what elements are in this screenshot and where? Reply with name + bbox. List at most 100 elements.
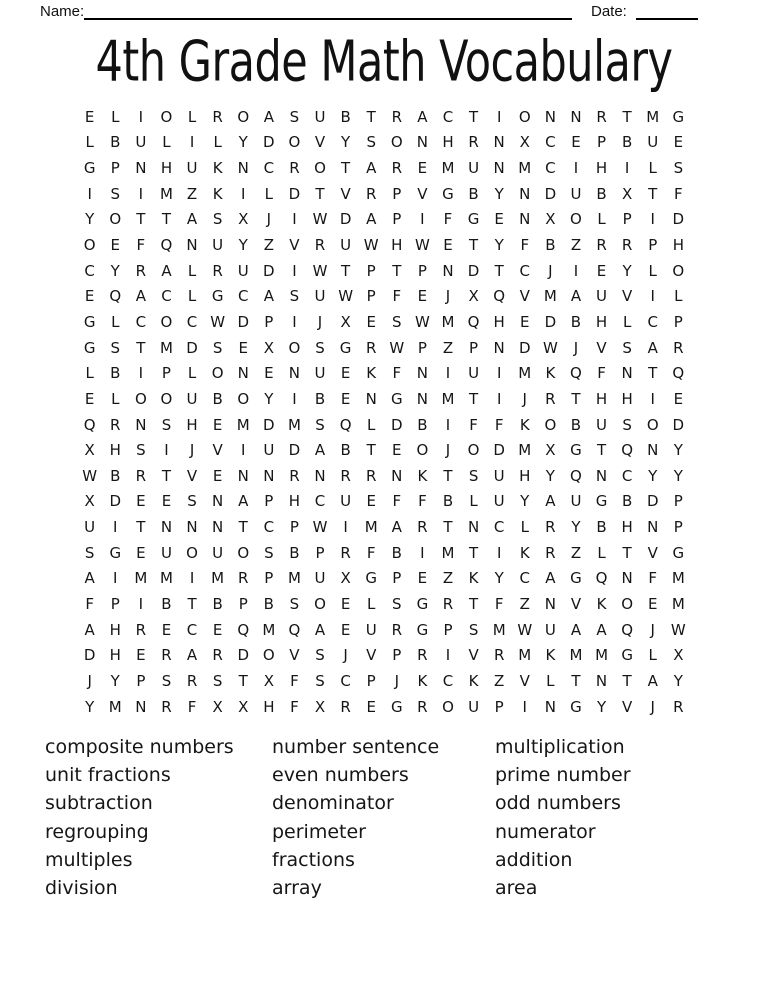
grid-letter: T: [341, 159, 351, 178]
grid-letter: I: [496, 364, 502, 383]
grid-letter: N: [647, 441, 659, 460]
grid-letter: Y: [238, 133, 248, 152]
grid-letter: B: [289, 543, 300, 562]
grid-letter: B: [212, 594, 223, 613]
grid-letter: K: [545, 646, 556, 665]
grid-letter: D: [544, 312, 557, 331]
grid-letter: C: [263, 159, 275, 178]
grid-letter: Q: [493, 287, 506, 306]
grid-letter: U: [493, 466, 505, 485]
date-input-line[interactable]: [636, 2, 698, 20]
grid-letter: C: [263, 518, 275, 537]
grid-letter: V: [366, 646, 377, 665]
grid-letter: I: [650, 287, 655, 306]
grid-letter: R: [340, 466, 351, 485]
grid-letter: R: [135, 466, 147, 485]
grid-letter: H: [519, 466, 531, 485]
grid-letter: G: [416, 620, 429, 639]
word-list-column: multiplication prime number odd numbers num…: [495, 733, 718, 902]
grid-letter: R: [493, 646, 505, 665]
grid-letter: T: [136, 210, 146, 229]
grid-letter: F: [392, 364, 402, 383]
grid-letter: I: [113, 518, 118, 537]
grid-letter: Q: [570, 466, 582, 485]
grid-letter: R: [468, 133, 479, 152]
grid-letter: I: [343, 518, 348, 537]
grid-letter: E: [520, 312, 530, 331]
grid-letter: F: [674, 184, 683, 203]
grid-letter: C: [647, 312, 658, 331]
grid-letter: B: [340, 441, 351, 460]
grid-letter: J: [317, 312, 323, 331]
grid-letter: M: [441, 159, 455, 178]
grid-letter: N: [416, 389, 428, 408]
grid-letter: N: [416, 364, 428, 383]
grid-letter: Y: [85, 697, 95, 716]
grid-letter: G: [365, 569, 378, 588]
grid-letter: I: [445, 646, 451, 665]
grid-letter: C: [161, 287, 172, 306]
grid-letter: L: [469, 492, 478, 511]
word-list-item: even numbers: [272, 764, 409, 787]
grid-letter: B: [621, 492, 633, 511]
grid-letter: I: [292, 389, 297, 408]
grid-letter: B: [570, 312, 582, 331]
grid-letter: S: [622, 415, 632, 434]
grid-letter: O: [160, 312, 173, 331]
grid-letter: G: [570, 441, 582, 460]
grid-letter: W: [670, 620, 686, 639]
grid-letter: E: [161, 620, 172, 639]
grid-letter: V: [289, 236, 300, 255]
grid-letter: R: [442, 594, 454, 613]
grid-letter: Y: [673, 441, 683, 460]
grid-letter: Q: [83, 415, 96, 434]
grid-letter: P: [264, 569, 274, 588]
grid-letter: C: [519, 261, 530, 280]
grid-letter: N: [365, 389, 377, 408]
grid-letter: N: [544, 697, 556, 716]
grid-letter: M: [108, 697, 122, 716]
grid-letter: S: [110, 338, 121, 357]
grid-letter: R: [110, 415, 121, 434]
name-input-line[interactable]: [84, 2, 572, 20]
grid-letter: M: [159, 569, 173, 588]
grid-letter: A: [161, 261, 172, 280]
grid-letter: L: [648, 159, 657, 178]
grid-letter: B: [442, 492, 454, 511]
grid-letter: G: [595, 492, 608, 511]
grid-letter: T: [161, 210, 172, 229]
grid-letter: T: [468, 543, 479, 562]
grid-letter: K: [519, 543, 530, 562]
grid-letter: M: [262, 620, 276, 639]
name-label: Name:: [40, 3, 85, 20]
grid-letter: F: [392, 287, 402, 306]
grid-letter: F: [494, 415, 504, 434]
grid-letter: P: [315, 543, 325, 562]
grid-letter: T: [341, 261, 351, 280]
grid-letter: E: [84, 287, 95, 306]
grid-letter: J: [343, 646, 348, 665]
grid-letter: W: [312, 261, 328, 280]
grid-letter: S: [264, 543, 274, 562]
grid-letter: X: [263, 338, 274, 357]
grid-letter: B: [621, 133, 633, 152]
grid-letter: Y: [545, 466, 555, 485]
grid-letter: E: [340, 389, 351, 408]
grid-letter: L: [162, 133, 171, 152]
grid-letter: P: [289, 518, 299, 537]
word-list-item: array: [272, 877, 322, 900]
grid-letter: C: [442, 107, 454, 126]
grid-letter: A: [84, 620, 95, 639]
grid-letter: P: [238, 594, 248, 613]
grid-letter: A: [570, 620, 582, 639]
grid-letter: Z: [442, 569, 454, 588]
word-list-item: number sentence: [272, 736, 440, 758]
grid-letter: E: [366, 312, 376, 331]
grid-letter: J: [445, 441, 451, 460]
grid-letter: C: [493, 518, 505, 537]
